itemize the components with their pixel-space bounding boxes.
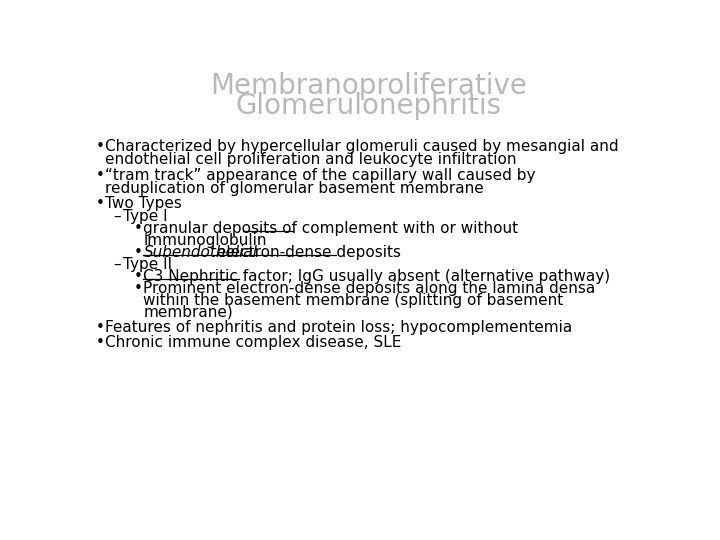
Text: •: • bbox=[134, 281, 143, 296]
Text: immunoglobulin: immunoglobulin bbox=[143, 233, 267, 248]
Text: reduplication of glomerular basement membrane: reduplication of glomerular basement mem… bbox=[104, 181, 483, 195]
Text: electron-dense deposits: electron-dense deposits bbox=[212, 245, 400, 260]
Text: endothelial cell proliferation and leukocyte infiltration: endothelial cell proliferation and leuko… bbox=[104, 152, 516, 167]
Text: “tram track” appearance of the capillary wall caused by: “tram track” appearance of the capillary… bbox=[104, 168, 535, 183]
Text: Chronic immune complex disease, SLE: Chronic immune complex disease, SLE bbox=[104, 335, 401, 350]
Text: •: • bbox=[96, 168, 104, 183]
Text: C3 Nephritic factor; IgG usually absent (alternative pathway): C3 Nephritic factor; IgG usually absent … bbox=[143, 269, 611, 284]
Text: •: • bbox=[96, 197, 104, 212]
Text: •: • bbox=[96, 335, 104, 350]
Text: Two Types: Two Types bbox=[104, 197, 181, 212]
Text: •: • bbox=[96, 320, 104, 335]
Text: •: • bbox=[134, 221, 143, 236]
Text: •: • bbox=[96, 139, 104, 154]
Text: –: – bbox=[113, 257, 121, 272]
Text: membrane): membrane) bbox=[143, 305, 233, 320]
Text: Type II: Type II bbox=[123, 257, 173, 272]
Text: Glomerulonephritis: Glomerulonephritis bbox=[236, 92, 502, 120]
Text: •: • bbox=[134, 269, 143, 284]
Text: within the basement membrane (splitting of basement: within the basement membrane (splitting … bbox=[143, 293, 564, 308]
Text: Type I: Type I bbox=[123, 209, 168, 224]
Text: Membranoproliferative: Membranoproliferative bbox=[210, 72, 528, 100]
Text: –: – bbox=[113, 209, 121, 224]
Text: Prominent electron-dense deposits along the lamina densa: Prominent electron-dense deposits along … bbox=[143, 281, 595, 296]
Text: Characterized by hypercellular glomeruli caused by mesangial and: Characterized by hypercellular glomeruli… bbox=[104, 139, 618, 154]
Text: Subendothelial: Subendothelial bbox=[143, 245, 258, 260]
Text: •: • bbox=[134, 245, 143, 260]
Text: granular deposits of complement with or without: granular deposits of complement with or … bbox=[143, 221, 518, 236]
Text: Features of nephritis and protein loss; hypocomplementemia: Features of nephritis and protein loss; … bbox=[104, 320, 572, 335]
